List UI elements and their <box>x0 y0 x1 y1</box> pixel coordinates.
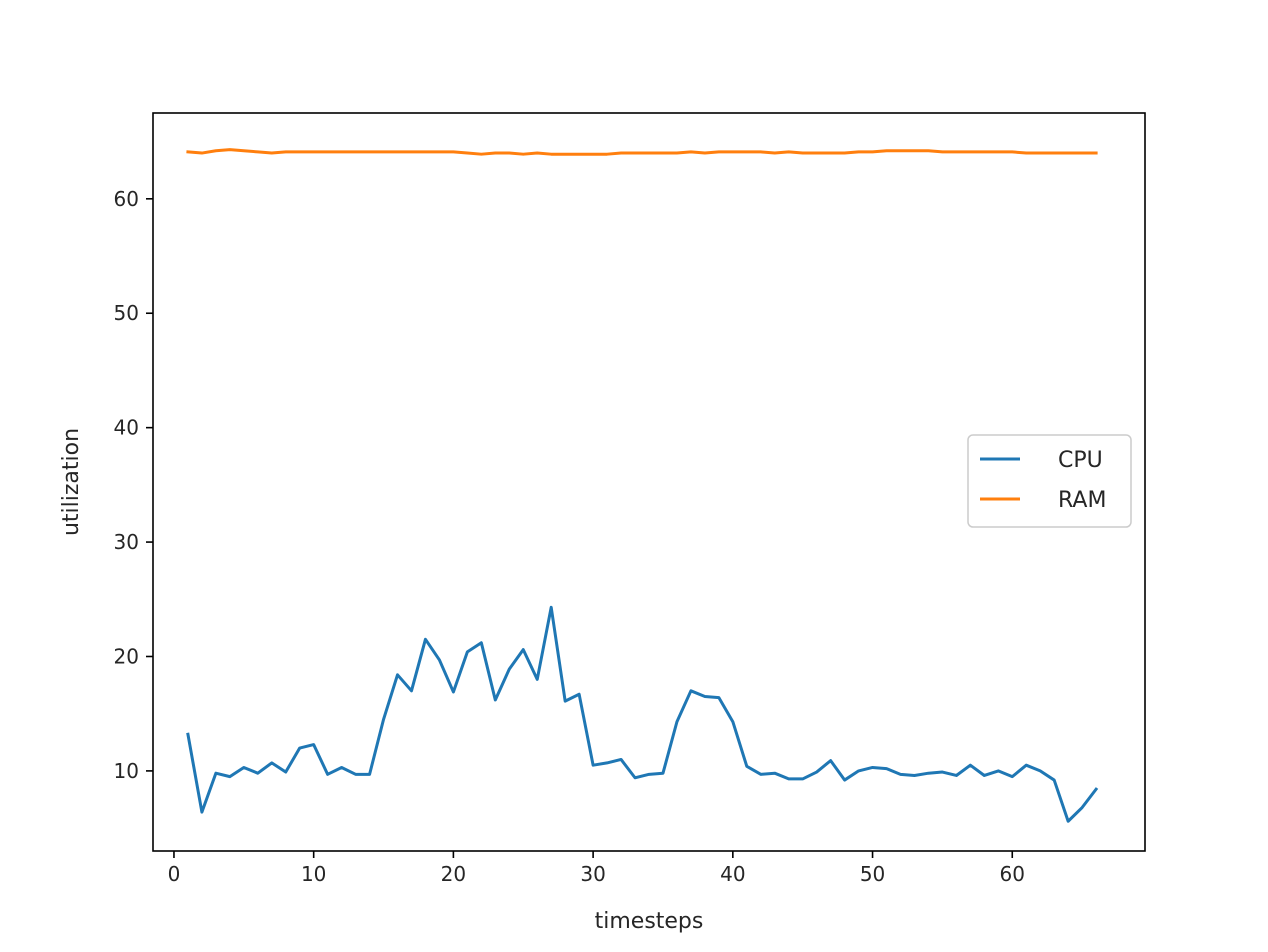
series-line-cpu <box>186 605 1099 823</box>
x-tick-label: 0 <box>168 862 181 886</box>
x-tick-label: 10 <box>301 862 326 886</box>
x-tick-label: 50 <box>860 862 885 886</box>
legend: CPU RAM <box>967 434 1132 528</box>
y-tick-label: 20 <box>114 644 139 668</box>
legend-label-cpu: CPU <box>1058 448 1103 473</box>
x-axis-label: timesteps <box>595 909 704 934</box>
series-line-ram <box>186 148 1098 156</box>
y-axis: 10 20 30 40 50 60 <box>114 187 153 783</box>
x-axis: 0 10 20 30 40 50 60 <box>168 851 1025 886</box>
x-tick-label: 60 <box>1000 862 1025 886</box>
y-axis-label: utilization <box>59 428 84 536</box>
y-tick-label: 60 <box>114 187 139 211</box>
series-layer <box>186 148 1099 823</box>
plot-area-frame <box>152 112 1146 852</box>
x-tick-label: 20 <box>441 862 466 886</box>
legend-label-ram: RAM <box>1058 488 1106 513</box>
y-tick-label: 30 <box>114 530 139 554</box>
y-tick-label: 50 <box>114 301 139 325</box>
y-tick-label: 10 <box>114 759 139 783</box>
x-tick-label: 30 <box>580 862 605 886</box>
y-tick-label: 40 <box>114 416 139 440</box>
legend-box <box>967 434 1132 528</box>
x-tick-label: 40 <box>720 862 745 886</box>
